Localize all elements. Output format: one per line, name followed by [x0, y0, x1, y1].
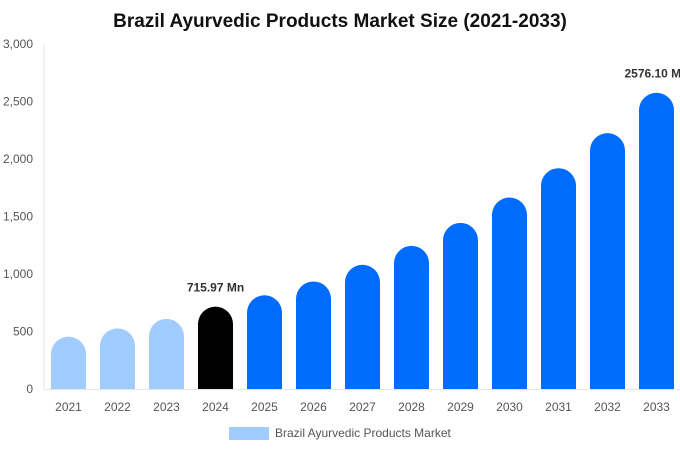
- bar-2028: [394, 245, 429, 389]
- x-tick-label: 2027: [349, 400, 376, 414]
- bar-2033: [639, 92, 674, 389]
- x-axis: 2021 2022 2023 2024 2025 2026 2027 2028 2029 2030…: [44, 389, 680, 414]
- legend-swatch: [229, 427, 269, 440]
- y-axis: 0 500 1,000 1,500 2,000 2,500 3,000: [3, 37, 45, 396]
- bars: [51, 92, 674, 389]
- x-tick-label: 2026: [300, 400, 327, 414]
- x-tick-label: 2032: [594, 400, 621, 414]
- y-tick-label: 0: [26, 382, 33, 396]
- x-tick-label: 2029: [447, 400, 474, 414]
- y-tick-label: 500: [13, 325, 33, 339]
- y-tick-label: 1,500: [3, 210, 33, 224]
- x-tick-label: 2028: [398, 400, 425, 414]
- bar-2023: [149, 318, 184, 389]
- legend: Brazil Ayurvedic Products Market: [229, 426, 452, 440]
- bar-2031: [541, 168, 576, 389]
- x-tick-label: 2025: [251, 400, 278, 414]
- x-tick-label: 2024: [202, 400, 229, 414]
- bar-2029: [443, 222, 478, 389]
- bar-2022: [100, 328, 135, 389]
- x-tick-label: 2021: [55, 400, 82, 414]
- data-label-2033: 2576.10 Mn: [624, 67, 680, 81]
- x-tick-label: 2023: [153, 400, 180, 414]
- data-label-2024: 715.97 Mn: [187, 281, 244, 295]
- bar-2021: [51, 336, 86, 389]
- legend-label: Brazil Ayurvedic Products Market: [275, 426, 452, 440]
- bar-2025: [247, 295, 282, 389]
- bar-2030: [492, 197, 527, 389]
- y-tick-label: 1,000: [3, 267, 33, 281]
- y-tick-label: 2,000: [3, 152, 33, 166]
- bar-2032: [590, 133, 625, 389]
- chart-title: Brazil Ayurvedic Products Market Size (2…: [113, 11, 567, 32]
- x-tick-label: 2022: [104, 400, 131, 414]
- y-tick-label: 2,500: [3, 95, 33, 109]
- x-tick-label: 2033: [643, 400, 670, 414]
- bar-2027: [345, 264, 380, 389]
- data-labels: 715.97 Mn 2576.10 Mn: [187, 67, 680, 295]
- bar-2026: [296, 281, 331, 389]
- x-tick-label: 2030: [496, 400, 523, 414]
- x-tick-label: 2031: [545, 400, 572, 414]
- y-tick-label: 3,000: [3, 37, 33, 51]
- bar-2024: [198, 306, 233, 389]
